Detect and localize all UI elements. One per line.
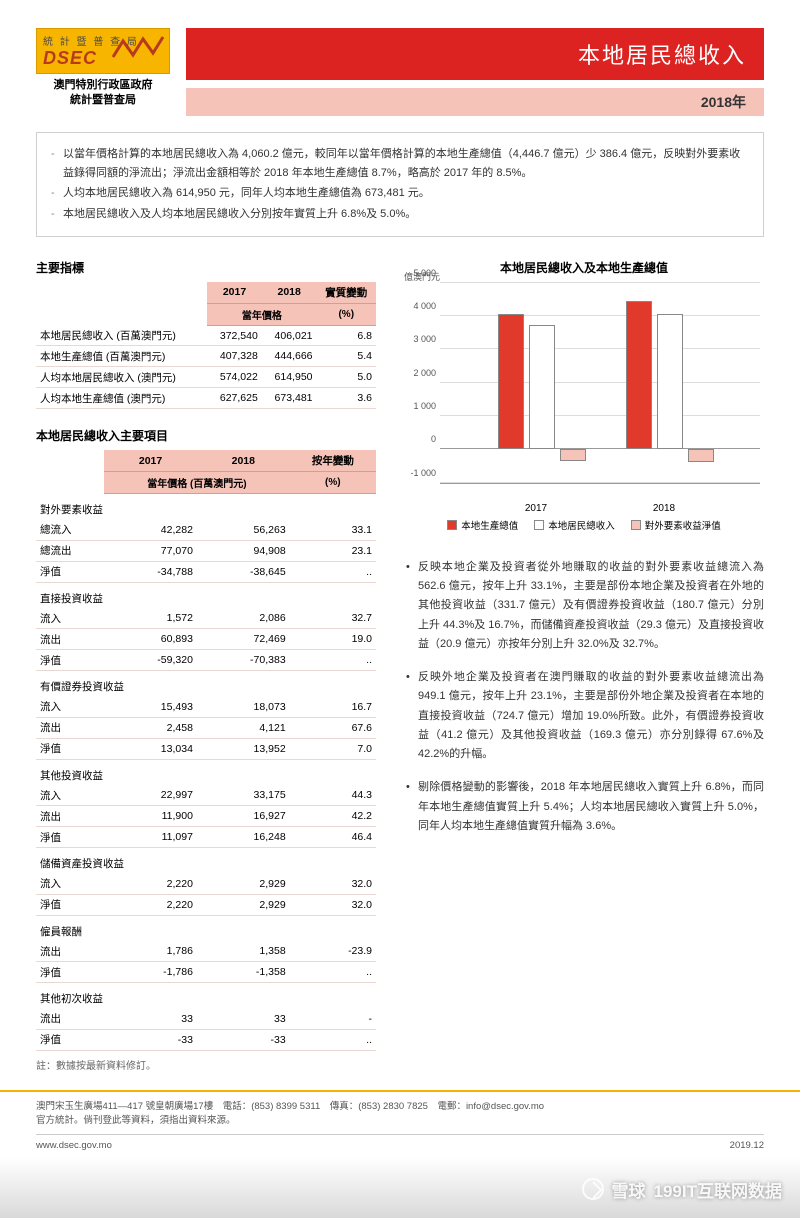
table-row: 人均本地生產總值 (澳門元)627,625673,4813.6 — [36, 388, 376, 409]
chart-bar — [498, 314, 524, 450]
footer-date: 2019.12 — [730, 1139, 764, 1153]
chart-bar — [529, 325, 555, 449]
table-row: 流出2,4584,12167.6 — [36, 717, 376, 738]
page-title: 本地居民總收入 — [186, 28, 764, 80]
chart-bar-negative — [560, 449, 586, 461]
table-row: 流出3333- — [36, 1009, 376, 1030]
title-block: 本地居民總收入 2018年 — [186, 28, 764, 116]
chart-bar — [657, 314, 683, 449]
table-row: 淨值11,09716,24846.4 — [36, 827, 376, 848]
right-column: 本地居民總收入及本地生產總值 億澳門元 -1 00001 0002 0003 0… — [404, 259, 764, 1072]
logo-zigzag-icon — [111, 35, 165, 61]
table-row: 淨值13,03413,9527.0 — [36, 738, 376, 759]
chart-title: 本地居民總收入及本地生產總值 — [404, 259, 764, 276]
table-row: 本地居民總收入 (百萬澳門元)372,540406,0216.8 — [36, 325, 376, 346]
page: 統 計 暨 普 查 局 DSEC 澳門特別行政區政府 統計暨普查局 本地居民總收… — [0, 0, 800, 1218]
footer-url[interactable]: www.dsec.gov.mo — [36, 1139, 112, 1153]
highlights-box: 以當年價格計算的本地居民總收入為 4,060.2 億元，較同年以當年價格計算的本… — [36, 132, 764, 237]
chart-ylabel: 2 000 — [404, 368, 436, 378]
legend-item: 本地居民總收入 — [534, 518, 615, 532]
chart-xlabel: 2017 — [525, 503, 547, 514]
highlight-3: 本地居民總收入及人均本地居民總收入分別按年實質上升 6.8%及 5.0%。 — [51, 205, 749, 224]
table-row: 流入15,49318,07316.7 — [36, 697, 376, 718]
table-row: 總流出77,07094,90823.1 — [36, 540, 376, 561]
chart-ylabel: -1 000 — [404, 468, 436, 478]
highlight-2: 人均本地居民總收入為 614,950 元，同年人均本地生產總值為 673,481… — [51, 184, 749, 203]
table-group-row: 對外要素收益 — [36, 494, 376, 520]
table-group-row: 僱員報酬 — [36, 915, 376, 941]
chart-xlabel: 2018 — [653, 503, 675, 514]
th-2017: 2017 — [207, 282, 262, 304]
table-group-row: 儲備資產投資收益 — [36, 848, 376, 874]
th-chg: 實質變動 — [317, 282, 376, 304]
year-bar: 2018年 — [186, 88, 764, 116]
table-row: 流出60,89372,46919.0 — [36, 629, 376, 650]
components-table: 2017 2018 按年變動 當年價格 (百萬澳門元) (%) 對外要素收益總流… — [36, 450, 376, 1051]
table-row: 流入22,99733,17544.3 — [36, 785, 376, 806]
chart-ylabel: 5 000 — [404, 268, 436, 278]
table-row: 流出11,90016,92742.2 — [36, 806, 376, 827]
chart-bar-group — [498, 314, 586, 450]
chart-ylabel: 4 000 — [404, 301, 436, 311]
legend-item: 本地生產總值 — [447, 518, 518, 532]
table-group-row: 其他初次收益 — [36, 983, 376, 1009]
note-1: 反映本地企業及投資者從外地賺取的收益的對外要素收益總流入為 562.6 億元，按… — [404, 558, 764, 654]
th2-2018: 2018 — [197, 450, 290, 472]
left-column: 主要指標 2017 2018 實質變動 當年價格 (%) — [36, 259, 376, 1072]
th2-pct: (%) — [290, 472, 376, 494]
note-2: 反映外地企業及投資者在澳門賺取的收益的對外要素收益總流出為 949.1 億元，按… — [404, 668, 764, 764]
chart-bar-negative — [688, 449, 714, 462]
content: 統 計 暨 普 查 局 DSEC 澳門特別行政區政府 統計暨普查局 本地居民總收… — [0, 0, 800, 1072]
logo-subtitle: 澳門特別行政區政府 統計暨普查局 — [36, 78, 170, 108]
key-indicators-table: 2017 2018 實質變動 當年價格 (%) 本地居民總收入 (百萬澳門元)3… — [36, 282, 376, 410]
chart-legend: 本地生產總值 本地居民總收入 對外要素收益淨值 — [404, 518, 764, 532]
th2-price: 當年價格 (百萬澳門元) — [104, 472, 289, 494]
table-row: 淨值-59,320-70,383.. — [36, 650, 376, 671]
bottom-gradient — [0, 1158, 800, 1218]
table-row: 流入2,2202,92932.0 — [36, 874, 376, 895]
table-group-row: 有價證券投資收益 — [36, 671, 376, 697]
header: 統 計 暨 普 查 局 DSEC 澳門特別行政區政府 統計暨普查局 本地居民總收… — [36, 28, 764, 116]
chart-bar — [626, 301, 652, 449]
logo-block: 統 計 暨 普 查 局 DSEC 澳門特別行政區政府 統計暨普查局 — [36, 28, 170, 108]
th-price: 當年價格 — [207, 303, 316, 325]
table-row: 淨值-33-33.. — [36, 1029, 376, 1050]
chart-bar-group — [626, 301, 714, 449]
logo: 統 計 暨 普 查 局 DSEC — [36, 28, 170, 74]
th-pct: (%) — [317, 303, 376, 325]
table-row: 淨值-1,786-1,358.. — [36, 962, 376, 983]
table-row: 總流入42,28256,26333.1 — [36, 520, 376, 541]
table-row: 淨值2,2202,92932.0 — [36, 894, 376, 915]
th2-2017: 2017 — [104, 450, 197, 472]
note-3: 剔除價格變動的影響後，2018 年本地居民總收入實質上升 6.8%，而同年本地生… — [404, 778, 764, 836]
body-columns: 主要指標 2017 2018 實質變動 當年價格 (%) — [36, 259, 764, 1072]
table-row: 人均本地居民總收入 (澳門元)574,022614,9505.0 — [36, 367, 376, 388]
table-group-row: 直接投資收益 — [36, 582, 376, 608]
footer-official: 官方統計。倘刊登此等資料，須指出資料來源。 — [36, 1114, 764, 1128]
chart-ylabel: 0 — [404, 434, 436, 444]
bar-chart: 億澳門元 -1 00001 0002 0003 0004 0005 000201… — [440, 284, 760, 484]
chart-ylabel: 1 000 — [404, 401, 436, 411]
table-group-row: 其他投資收益 — [36, 759, 376, 785]
footer-address: 澳門宋玉生廣場411—417 號皇朝廣場17樓 電話：(853) 8399 53… — [36, 1100, 764, 1114]
table-row: 本地生產總值 (百萬澳門元)407,328444,6665.4 — [36, 346, 376, 367]
table2-note: 註：數據按最新資料修訂。 — [36, 1057, 376, 1072]
table1-title: 主要指標 — [36, 259, 376, 276]
footer: 澳門宋玉生廣場411—417 號皇朝廣場17樓 電話：(853) 8399 53… — [0, 1090, 800, 1158]
th2-chg: 按年變動 — [290, 450, 376, 472]
table-row: 淨值-34,788-38,645.. — [36, 561, 376, 582]
analysis-notes: 反映本地企業及投資者從外地賺取的收益的對外要素收益總流入為 562.6 億元，按… — [404, 558, 764, 836]
table-row: 流出1,7861,358-23.9 — [36, 941, 376, 962]
table2-title: 本地居民總收入主要項目 — [36, 427, 376, 444]
legend-item: 對外要素收益淨值 — [631, 518, 721, 532]
th-2018: 2018 — [262, 282, 317, 304]
highlight-1: 以當年價格計算的本地居民總收入為 4,060.2 億元，較同年以當年價格計算的本… — [51, 145, 749, 182]
chart-ylabel: 3 000 — [404, 334, 436, 344]
table-row: 流入1,5722,08632.7 — [36, 608, 376, 629]
